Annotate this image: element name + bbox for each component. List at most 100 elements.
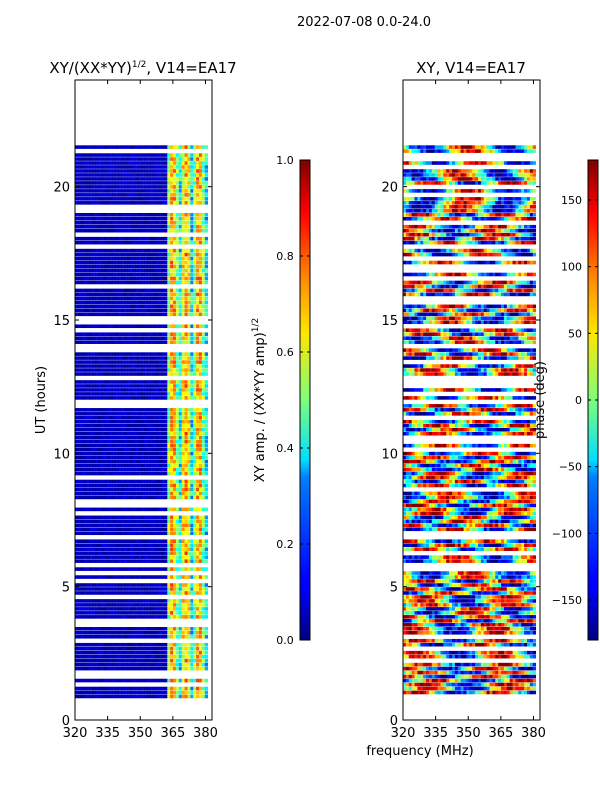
heatmap-cell: [170, 483, 174, 488]
heatmap-cell: [167, 515, 171, 520]
heatmap-cell: [86, 360, 90, 364]
heatmap-cell: [100, 507, 105, 512]
heatmap-cell: [83, 420, 87, 424]
heatmap-cell: [147, 471, 151, 476]
heatmap-cell: [181, 169, 185, 173]
heatmap-cell: [100, 260, 105, 265]
heatmap-cell: [75, 591, 79, 595]
heatmap-cell: [80, 591, 85, 595]
heatmap-cell: [187, 296, 191, 301]
heatmap-cell: [95, 523, 99, 528]
heatmap-cell: [147, 372, 151, 376]
heatmap-cell: [175, 189, 180, 193]
heatmap-cell: [124, 272, 128, 277]
heatmap-cell: [164, 177, 168, 181]
heatmap-cell: [173, 467, 177, 472]
heatmap-cell: [175, 630, 180, 635]
heatmap-cell: [175, 336, 180, 340]
heatmap-cell: [135, 463, 139, 468]
heatmap-cell: [126, 471, 131, 476]
heatmap-cell: [184, 559, 188, 563]
heatmap-cell: [109, 165, 113, 169]
heatmap-cell: [173, 161, 177, 165]
heatmap-cell: [147, 296, 151, 301]
heatmap-cell: [144, 396, 148, 400]
heatmap-cell: [190, 392, 194, 396]
heatmap-cell: [199, 543, 203, 547]
heatmap-cell: [204, 173, 209, 177]
heatmap-cell: [118, 308, 122, 313]
heatmap-cell: [80, 228, 85, 233]
heatmap-cell: [126, 216, 131, 221]
heatmap-cell: [155, 642, 160, 647]
heatmap-cell: [204, 185, 209, 189]
heatmap-cell: [184, 412, 188, 416]
heatmap-cell: [100, 607, 105, 611]
heatmap-cell: [187, 352, 191, 356]
heatmap-cell: [201, 539, 206, 544]
heatmap-cell: [173, 388, 177, 392]
heatmap-cell: [190, 439, 194, 444]
heatmap-cell: [141, 686, 145, 691]
heatmap-cell: [187, 248, 191, 253]
heatmap-cell: [204, 646, 209, 651]
heatmap-cell: [152, 252, 157, 257]
heatmap-cell: [118, 451, 122, 456]
heatmap-cell: [89, 216, 93, 221]
heatmap-cell: [141, 268, 145, 273]
heatmap-cell: [164, 515, 168, 520]
heatmap-cell: [98, 272, 102, 277]
heatmap-cell: [109, 304, 113, 309]
heatmap-cell: [152, 463, 157, 468]
heatmap-cell: [164, 603, 168, 607]
heatmap-cell: [193, 575, 197, 579]
heatmap-cell: [204, 491, 209, 496]
heatmap-cell: [124, 650, 128, 655]
heatmap-cell: [164, 372, 168, 376]
heatmap-cell: [149, 599, 154, 603]
heatmap-cell: [115, 471, 119, 476]
heatmap-cell: [167, 304, 171, 309]
heatmap-cell: [83, 264, 87, 269]
heatmap-cell: [77, 388, 82, 392]
heatmap-cell: [164, 650, 168, 655]
heatmap-cell: [144, 296, 148, 301]
heatmap-cell: [106, 332, 110, 336]
heatmap-cell: [181, 507, 185, 512]
heatmap-cell: [115, 412, 119, 416]
heatmap-cell: [132, 212, 136, 217]
heatmap-cell: [138, 439, 142, 444]
heatmap-cell: [147, 662, 151, 667]
heatmap-cell: [164, 587, 168, 591]
heatmap-cell: [187, 364, 191, 368]
heatmap-cell: [158, 479, 162, 484]
heatmap-cell: [199, 312, 203, 317]
heatmap-cell: [193, 435, 197, 440]
heatmap-cell: [112, 487, 116, 492]
heatmap-cell: [75, 603, 79, 607]
heatmap-cell: [190, 423, 194, 428]
heatmap-cell: [161, 304, 165, 309]
heatmap-cell: [89, 264, 93, 269]
heatmap-cell: [103, 527, 108, 532]
heatmap-cell: [80, 212, 85, 217]
heatmap-cell: [184, 583, 188, 587]
heatmap-cell: [109, 169, 113, 173]
heatmap-cell: [149, 627, 154, 631]
heatmap-cell: [121, 268, 125, 273]
heatmap-cell: [106, 412, 110, 416]
heatmap-cell: [199, 324, 203, 329]
heatmap-cell: [147, 431, 151, 436]
heatmap-cell: [199, 276, 203, 281]
heatmap-cell: [152, 384, 157, 388]
heatmap-cell: [86, 607, 90, 611]
heatmap-cell: [178, 646, 183, 651]
heatmap-cell: [175, 161, 180, 165]
heatmap-cell: [103, 272, 108, 277]
heatmap-cell: [98, 531, 102, 536]
heatmap-cell: [124, 487, 128, 492]
heatmap-cell: [92, 161, 96, 165]
heatmap-cell: [167, 312, 171, 317]
heatmap-cell: [190, 531, 194, 536]
heatmap-cell: [199, 459, 203, 464]
